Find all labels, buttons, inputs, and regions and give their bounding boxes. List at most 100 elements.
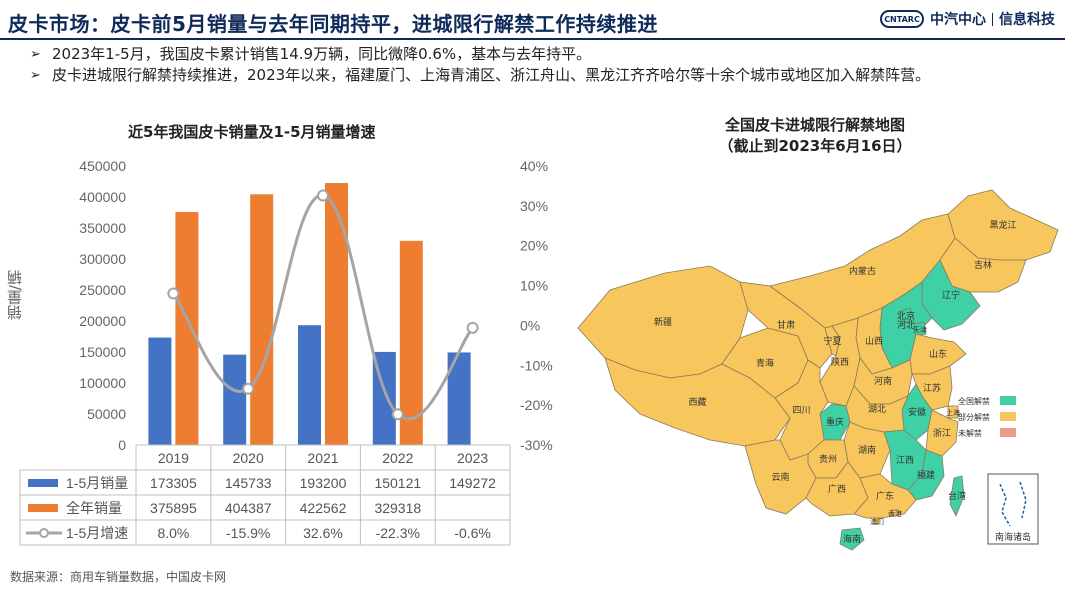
growth-point xyxy=(317,189,329,202)
province-label: 云南 xyxy=(771,471,789,482)
y2-tick-label: 40% xyxy=(520,158,548,174)
data-label: 149272 xyxy=(449,475,496,491)
province-label: 四川 xyxy=(792,405,810,415)
bullet-arrow-icon: ➢ xyxy=(30,68,41,83)
bullet-item: ➢ 2023年1-5月，我国皮卡累计销售14.9万辆，同比微降0.6%，基本与去… xyxy=(30,44,1060,65)
province-label: 北京 xyxy=(897,310,915,321)
x-tick-label: 2019 xyxy=(158,450,189,466)
province-label: 河南 xyxy=(874,375,892,386)
region-aomen xyxy=(873,517,881,525)
y2-tick-label: -30% xyxy=(520,437,553,453)
region-guangdong xyxy=(853,473,917,519)
data-label: 404387 xyxy=(225,500,272,516)
bar-full-year xyxy=(175,211,199,445)
province-label: 甘肃 xyxy=(777,319,795,330)
bar-full-year xyxy=(325,183,348,445)
province-label: 宁夏 xyxy=(823,335,841,346)
region-tianjin xyxy=(913,321,927,337)
data-label: 173305 xyxy=(150,475,197,491)
province-label: 澳门 xyxy=(870,517,884,526)
province-label: 西藏 xyxy=(688,396,706,407)
growth-line xyxy=(172,193,474,421)
legend-swatch xyxy=(28,504,58,512)
y-tick-label: 50000 xyxy=(87,406,126,422)
growth-point xyxy=(466,321,479,334)
province-label: 黑龙江 xyxy=(989,219,1016,230)
data-label: 193200 xyxy=(300,475,347,491)
map-legend-label: 未解禁 xyxy=(958,428,982,438)
bar-full-year xyxy=(399,240,423,445)
y-tick-label: 150000 xyxy=(79,344,126,360)
province-label: 香港 xyxy=(888,509,902,518)
data-source: 数据来源：商用车销量数据，中国皮卡网 xyxy=(10,570,227,584)
province-label: 浙江 xyxy=(933,427,951,438)
province-label: 陕西 xyxy=(831,356,849,367)
map-legend-label: 部分解禁 xyxy=(958,412,990,422)
bar-full-year xyxy=(250,194,274,445)
y-tick-label: 250000 xyxy=(79,282,126,298)
x-tick-label: 2020 xyxy=(233,450,264,466)
bar-ytd xyxy=(447,352,471,445)
data-label: 329318 xyxy=(374,500,421,516)
chart-title: 近5年我国皮卡销量及1-5月销量增速 xyxy=(128,123,376,141)
province-label: 台湾 xyxy=(948,490,966,501)
y2-tick-label: 0% xyxy=(520,317,540,333)
header-rule xyxy=(0,38,1065,40)
y2-tick-label: 10% xyxy=(520,278,548,294)
bar-ytd xyxy=(148,337,172,445)
region-taiwan xyxy=(949,475,965,517)
bullet-list: ➢ 2023年1-5月，我国皮卡累计销售14.9万辆，同比微降0.6%，基本与去… xyxy=(30,44,1060,86)
province-label: 海南 xyxy=(843,533,861,544)
y-tick-label: 200000 xyxy=(79,313,126,329)
map-legend-label: 全国解禁 xyxy=(958,396,990,406)
y-tick-label: 0 xyxy=(118,437,126,453)
province-label: 吉林 xyxy=(974,259,992,270)
province-label: 湖南 xyxy=(858,444,876,455)
legend-label: 1-5月销量 xyxy=(66,475,128,491)
data-label: 375895 xyxy=(150,500,197,516)
region-beijing xyxy=(897,307,915,325)
y-tick-label: 300000 xyxy=(79,251,126,267)
brand-separator xyxy=(992,12,993,26)
bullet-arrow-icon: ➢ xyxy=(30,47,41,62)
bullet-text: 2023年1-5月，我国皮卡累计销售14.9万辆，同比微降0.6%，基本与去年持… xyxy=(52,45,592,63)
province-label: 贵州 xyxy=(819,453,837,464)
province-label: 河北 xyxy=(897,319,915,330)
y2-tick-label: -10% xyxy=(520,357,553,373)
y-tick-label: 350000 xyxy=(79,220,126,236)
map-legend-swatch xyxy=(1000,412,1016,421)
brand-logo: CNTARC xyxy=(880,10,924,28)
y-tick-label: 450000 xyxy=(79,158,126,174)
inset-label: 南海诸岛 xyxy=(995,531,1031,542)
x-tick-label: 2021 xyxy=(307,450,338,466)
province-label: 安徽 xyxy=(908,406,926,417)
south-china-sea-inset: 南海诸岛 xyxy=(987,473,1039,545)
brand: CNTARC 中汽中心 信息科技 xyxy=(880,9,1055,29)
data-label: -0.6% xyxy=(454,525,491,541)
growth-point xyxy=(242,382,255,395)
data-label: -15.9% xyxy=(226,525,270,541)
x-tick-label: 2023 xyxy=(457,450,488,466)
y2-tick-label: 20% xyxy=(520,238,548,254)
province-label: 江苏 xyxy=(923,382,941,393)
combo-chart: 0 50000 100000 150000 200000 250000 300000 3500… xyxy=(19,158,553,546)
region-shanghai xyxy=(947,405,959,419)
data-label: 145733 xyxy=(225,475,272,491)
region-yunnan xyxy=(744,439,817,515)
legend-label: 1-5月增速 xyxy=(66,525,128,541)
province-label: 江西 xyxy=(896,455,914,465)
province-label: 湖北 xyxy=(868,404,886,414)
map-title-line2: （截止到2023年6月16日） xyxy=(718,137,912,155)
y2-tick-label: 30% xyxy=(520,198,548,214)
data-label: 150121 xyxy=(374,475,421,491)
province-label: 山西 xyxy=(865,336,883,346)
legend-swatch-point xyxy=(39,528,49,538)
province-label: 广东 xyxy=(876,490,894,501)
y-tick-label: 400000 xyxy=(79,189,126,205)
province-label: 重庆 xyxy=(826,416,844,427)
province-label: 青海 xyxy=(756,357,774,368)
bullet-text: 皮卡进城限行解禁持续推进，2023年以来，福建厦门、上海青浦区、浙江舟山、黑龙江… xyxy=(52,66,931,84)
legend-label: 全年销量 xyxy=(66,500,122,516)
